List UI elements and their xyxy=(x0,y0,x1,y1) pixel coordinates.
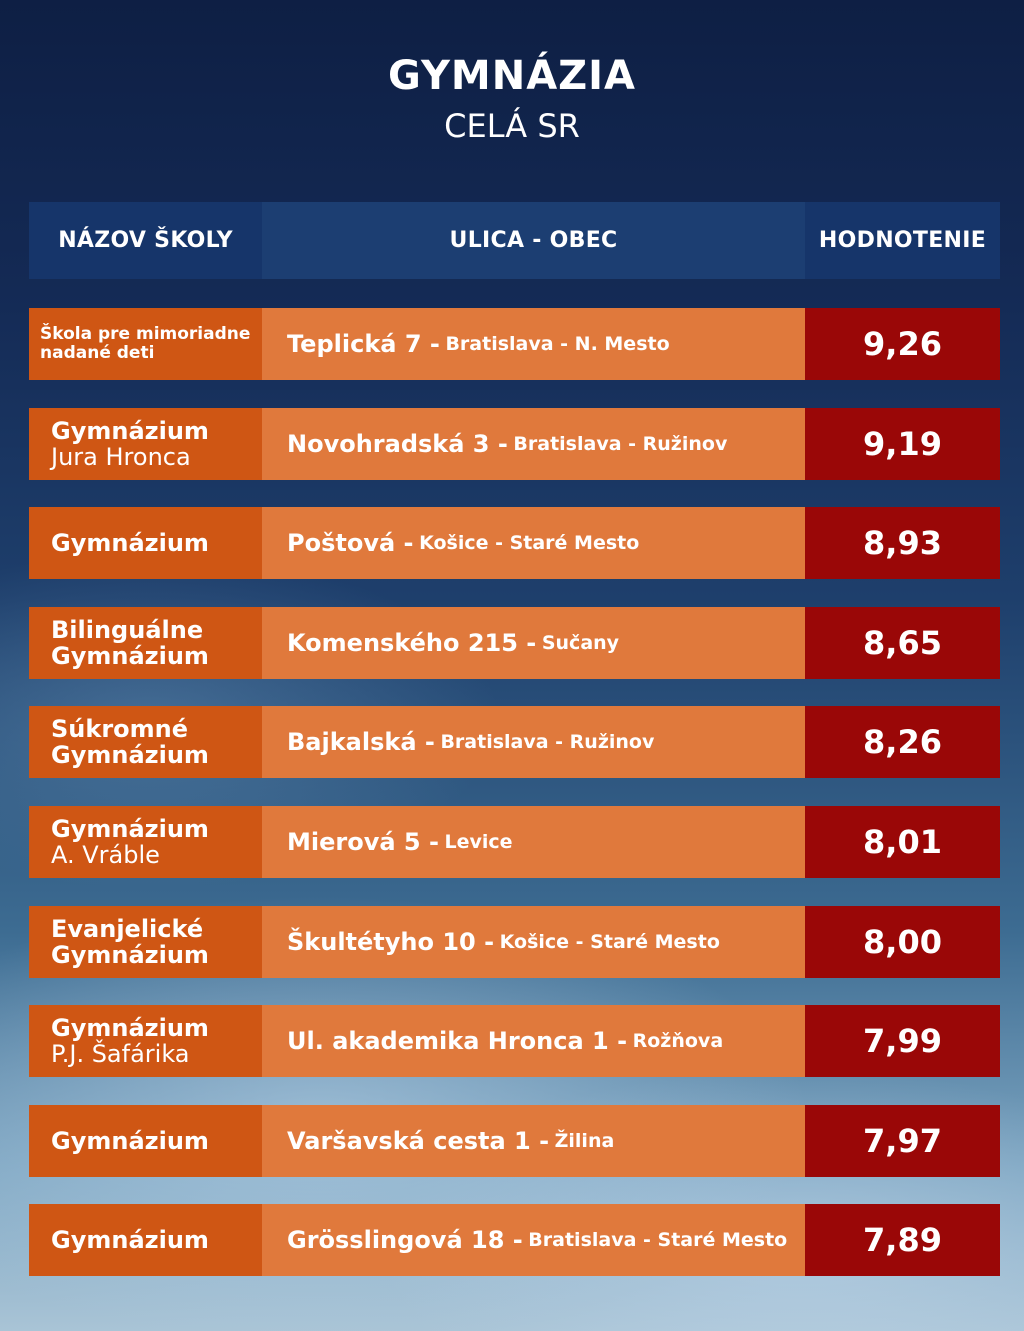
rating-cell: 7,99 xyxy=(805,1005,1000,1078)
city: Žilina xyxy=(554,1129,615,1152)
table-header: NÁZOV ŠKOLY ULICA - OBEC HODNOTENIE xyxy=(29,202,1000,279)
school-name-line1: Gymnázium xyxy=(51,529,209,558)
school-name-line1: Gymnázium xyxy=(51,1126,209,1155)
street: Škultétyho 10 - xyxy=(287,927,495,956)
city: Bratislava - Ružinov xyxy=(440,731,655,754)
school-name-line2: P.J. Šafárika xyxy=(51,1040,190,1069)
address-cell: Novohradská 3 - Bratislava - Ružinov xyxy=(262,407,805,480)
school-name-cell: Gymnázium Jura Hronca xyxy=(29,407,262,480)
rating-cell: 9,19 xyxy=(805,407,1000,480)
address-cell: Grösslingová 18 - Bratislava - Staré Mes… xyxy=(262,1204,805,1277)
table-row: Gymnázium A. Vráble Mierová 5 - Levice 8… xyxy=(29,805,1000,878)
table-row: Evanjelické Gymnázium Škultétyho 10 - Ko… xyxy=(29,905,1000,978)
school-name-cell: Evanjelické Gymnázium xyxy=(29,905,262,978)
city: Košice - Staré Mesto xyxy=(419,532,640,555)
school-name-line1: Gymnázium xyxy=(51,416,209,445)
rating-cell: 8,00 xyxy=(805,905,1000,978)
school-name-cell: Gymnázium xyxy=(29,507,262,580)
page-subtitle: CELÁ SR xyxy=(444,107,580,145)
city: Levice xyxy=(444,830,513,853)
table-row: Škola pre mimoriadne nadané deti Teplick… xyxy=(29,308,1000,380)
rating-cell: 8,01 xyxy=(805,805,1000,878)
address-cell: Škultétyho 10 - Košice - Staré Mesto xyxy=(262,905,805,978)
table-body: Škola pre mimoriadne nadané deti Teplick… xyxy=(29,308,1000,1304)
table-row: Bilinguálne Gymnázium Komenského 215 - S… xyxy=(29,606,1000,679)
school-name-line2: Jura Hronca xyxy=(51,442,191,471)
header-rating: HODNOTENIE xyxy=(805,202,1000,279)
street: Mierová 5 - xyxy=(287,827,439,856)
rating-cell: 7,97 xyxy=(805,1104,1000,1177)
city: Košice - Staré Mesto xyxy=(499,930,720,953)
city: Bratislava - Ružinov xyxy=(513,432,728,455)
school-name-cell: Bilinguálne Gymnázium xyxy=(29,606,262,679)
street: Teplická 7 - xyxy=(287,330,440,358)
address-cell: Teplická 7 - Bratislava - N. Mesto xyxy=(262,308,805,380)
city: Rožňova xyxy=(632,1030,724,1053)
rating-cell: 9,26 xyxy=(805,308,1000,380)
school-name-cell: Gymnázium xyxy=(29,1204,262,1277)
school-name-line1: Gymnázium xyxy=(51,814,209,843)
school-name-line1: Gymnázium xyxy=(51,1014,209,1043)
rating-cell: 8,65 xyxy=(805,606,1000,679)
school-name-line2: Gymnázium xyxy=(51,741,209,770)
address-cell: Bajkalská - Bratislava - Ružinov xyxy=(262,706,805,779)
address-cell: Mierová 5 - Levice xyxy=(262,805,805,878)
school-name-line1: Gymnázium xyxy=(51,1226,209,1255)
street: Bajkalská - xyxy=(287,728,435,757)
rating-cell: 8,93 xyxy=(805,507,1000,580)
school-name-line2: A. Vráble xyxy=(51,840,160,869)
school-name-line2: Gymnázium xyxy=(51,641,209,670)
city: Sučany xyxy=(541,631,620,654)
school-name-cell: Gymnázium xyxy=(29,1104,262,1177)
address-cell: Poštová - Košice - Staré Mesto xyxy=(262,507,805,580)
street: Poštová - xyxy=(287,529,414,558)
table-row: Gymnázium Jura Hronca Novohradská 3 - Br… xyxy=(29,407,1000,480)
school-name-cell: Škola pre mimoriadne nadané deti xyxy=(29,308,262,380)
table-row: Gymnázium Grösslingová 18 - Bratislava -… xyxy=(29,1204,1000,1277)
header-school-name: NÁZOV ŠKOLY xyxy=(29,202,262,279)
city: Bratislava - N. Mesto xyxy=(445,333,670,355)
city: Bratislava - Staré Mesto xyxy=(528,1229,788,1252)
street: Grösslingová 18 - xyxy=(287,1226,523,1255)
school-name-cell: Gymnázium P.J. Šafárika xyxy=(29,1005,262,1078)
table-row: Gymnázium Poštová - Košice - Staré Mesto… xyxy=(29,507,1000,580)
street: Novohradská 3 - xyxy=(287,429,508,458)
rating-cell: 7,89 xyxy=(805,1204,1000,1277)
rating-cell: 8,26 xyxy=(805,706,1000,779)
school-name-line1: Škola pre mimoriadne xyxy=(40,324,251,344)
school-name-line1: Bilinguálne xyxy=(51,615,204,644)
school-name-line2: Gymnázium xyxy=(51,940,209,969)
school-name-cell: Súkromné Gymnázium xyxy=(29,706,262,779)
school-name-line1: Súkromné xyxy=(51,715,189,744)
school-name-line2: nadané deti xyxy=(40,343,155,363)
address-cell: Ul. akademika Hronca 1 - Rožňova xyxy=(262,1005,805,1078)
address-cell: Komenského 215 - Sučany xyxy=(262,606,805,679)
page-title: GYMNÁZIA xyxy=(388,53,636,99)
address-cell: Varšavská cesta 1 - Žilina xyxy=(262,1104,805,1177)
street: Ul. akademika Hronca 1 - xyxy=(287,1027,628,1056)
title-block: GYMNÁZIA CELÁ SR xyxy=(0,52,1024,146)
header-address: ULICA - OBEC xyxy=(262,202,805,279)
table-row: Súkromné Gymnázium Bajkalská - Bratislav… xyxy=(29,706,1000,779)
street: Varšavská cesta 1 - xyxy=(287,1126,550,1155)
school-name-line1: Evanjelické xyxy=(51,914,204,943)
school-name-cell: Gymnázium A. Vráble xyxy=(29,805,262,878)
street: Komenského 215 - xyxy=(287,628,537,657)
table-row: Gymnázium Varšavská cesta 1 - Žilina 7,9… xyxy=(29,1104,1000,1177)
table-row: Gymnázium P.J. Šafárika Ul. akademika Hr… xyxy=(29,1005,1000,1078)
